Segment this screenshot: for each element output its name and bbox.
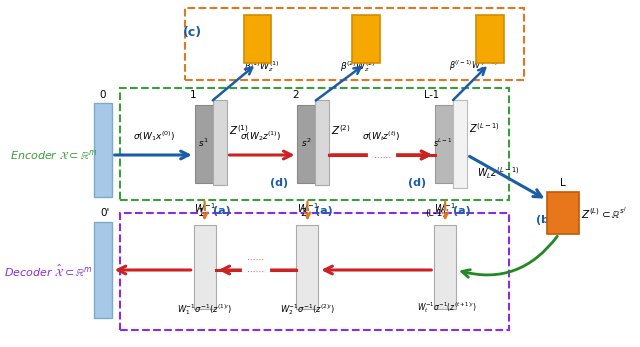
Text: Decoder $\hat{\mathcal{X}} \subset \mathbb{R}^m$: Decoder $\hat{\mathcal{X}} \subset \math… bbox=[4, 262, 93, 278]
Text: 1': 1' bbox=[198, 208, 207, 218]
Text: (c): (c) bbox=[182, 25, 202, 39]
Bar bbox=[212, 100, 227, 185]
Bar bbox=[434, 225, 456, 309]
Bar bbox=[195, 105, 212, 183]
Text: $s^1$: $s^1$ bbox=[198, 137, 209, 149]
Bar bbox=[185, 8, 524, 80]
Bar bbox=[94, 222, 112, 318]
Text: $W^{-1}$: $W^{-1}$ bbox=[435, 201, 456, 215]
Text: $W_t^{-1}\sigma^{-1}(z^{(t+1)\prime})$: $W_t^{-1}\sigma^{-1}(z^{(t+1)\prime})$ bbox=[417, 301, 477, 315]
Text: $s^2$: $s^2$ bbox=[301, 137, 312, 149]
Text: $Z^{(L)} \subset \mathbb{R}^{s^l}$: $Z^{(L)} \subset \mathbb{R}^{s^l}$ bbox=[581, 205, 627, 221]
Text: $\beta^{(2)}W_z^{(2)}$: $\beta^{(2)}W_z^{(2)}$ bbox=[340, 60, 376, 75]
FancyArrowPatch shape bbox=[462, 236, 557, 277]
Text: 2: 2 bbox=[292, 90, 299, 100]
Bar bbox=[94, 103, 112, 197]
Bar bbox=[296, 225, 319, 309]
Text: $Z^{(2)}$: $Z^{(2)}$ bbox=[332, 123, 351, 137]
Text: ......: ...... bbox=[248, 254, 265, 262]
Text: $Z^{(1)}$: $Z^{(1)}$ bbox=[228, 123, 248, 137]
Text: 1: 1 bbox=[189, 90, 196, 100]
Text: $W_L z^{(L-1)}$: $W_L z^{(L-1)}$ bbox=[477, 165, 520, 181]
Text: $W_2^{-1}\sigma^{-1}(z^{(2)\prime})$: $W_2^{-1}\sigma^{-1}(z^{(2)\prime})$ bbox=[280, 303, 335, 318]
Text: 0: 0 bbox=[100, 90, 106, 100]
Bar bbox=[194, 225, 216, 309]
Bar bbox=[120, 88, 509, 200]
Text: Encoder $\mathcal{X} \subset \mathbb{R}^m$: Encoder $\mathcal{X} \subset \mathbb{R}^… bbox=[10, 149, 98, 162]
Text: $W^{-1}$: $W^{-1}$ bbox=[296, 201, 318, 215]
Bar bbox=[120, 213, 509, 330]
Text: L-1: L-1 bbox=[424, 90, 438, 100]
Bar bbox=[476, 15, 504, 63]
Text: $\beta^{(l-1)}W_z^{(l-1)}$: $\beta^{(l-1)}W_z^{(l-1)}$ bbox=[449, 59, 498, 74]
Bar bbox=[316, 100, 330, 185]
Bar bbox=[453, 100, 467, 188]
Text: ......: ...... bbox=[374, 151, 391, 160]
Bar bbox=[298, 105, 316, 183]
Text: $\beta^{(1)}W_z^{(1)}$: $\beta^{(1)}W_z^{(1)}$ bbox=[244, 60, 279, 75]
Text: L: L bbox=[560, 178, 566, 188]
Text: $W^{-1}$: $W^{-1}$ bbox=[194, 201, 216, 215]
Text: (a): (a) bbox=[453, 206, 471, 216]
Bar bbox=[547, 192, 579, 234]
Text: $s^{L-1}$: $s^{L-1}$ bbox=[433, 137, 453, 149]
Text: (d): (d) bbox=[408, 178, 426, 188]
Bar bbox=[435, 105, 453, 183]
Text: (a): (a) bbox=[212, 206, 230, 216]
Text: $\sigma(W_t z^{(t)})$: $\sigma(W_t z^{(t)})$ bbox=[362, 129, 401, 143]
Text: (L-1)': (L-1)' bbox=[426, 209, 449, 218]
Text: (d): (d) bbox=[271, 178, 289, 188]
Text: 2': 2' bbox=[301, 208, 310, 218]
Text: 0': 0' bbox=[100, 208, 109, 218]
Text: $W_1^{-1}\sigma^{-1}(z^{(1)\prime})$: $W_1^{-1}\sigma^{-1}(z^{(1)\prime})$ bbox=[177, 303, 232, 318]
Text: (a): (a) bbox=[316, 206, 333, 216]
Text: $\sigma(W_1 x^{(0)})$: $\sigma(W_1 x^{(0)})$ bbox=[132, 129, 175, 143]
Bar bbox=[353, 15, 380, 63]
Text: (b): (b) bbox=[536, 215, 554, 225]
Text: $Z^{(L-1)}$: $Z^{(L-1)}$ bbox=[469, 121, 500, 135]
Bar bbox=[244, 15, 271, 63]
Text: ......: ...... bbox=[248, 265, 265, 274]
Text: $\sigma(W_2 z^{(1)})$: $\sigma(W_2 z^{(1)})$ bbox=[240, 129, 282, 143]
